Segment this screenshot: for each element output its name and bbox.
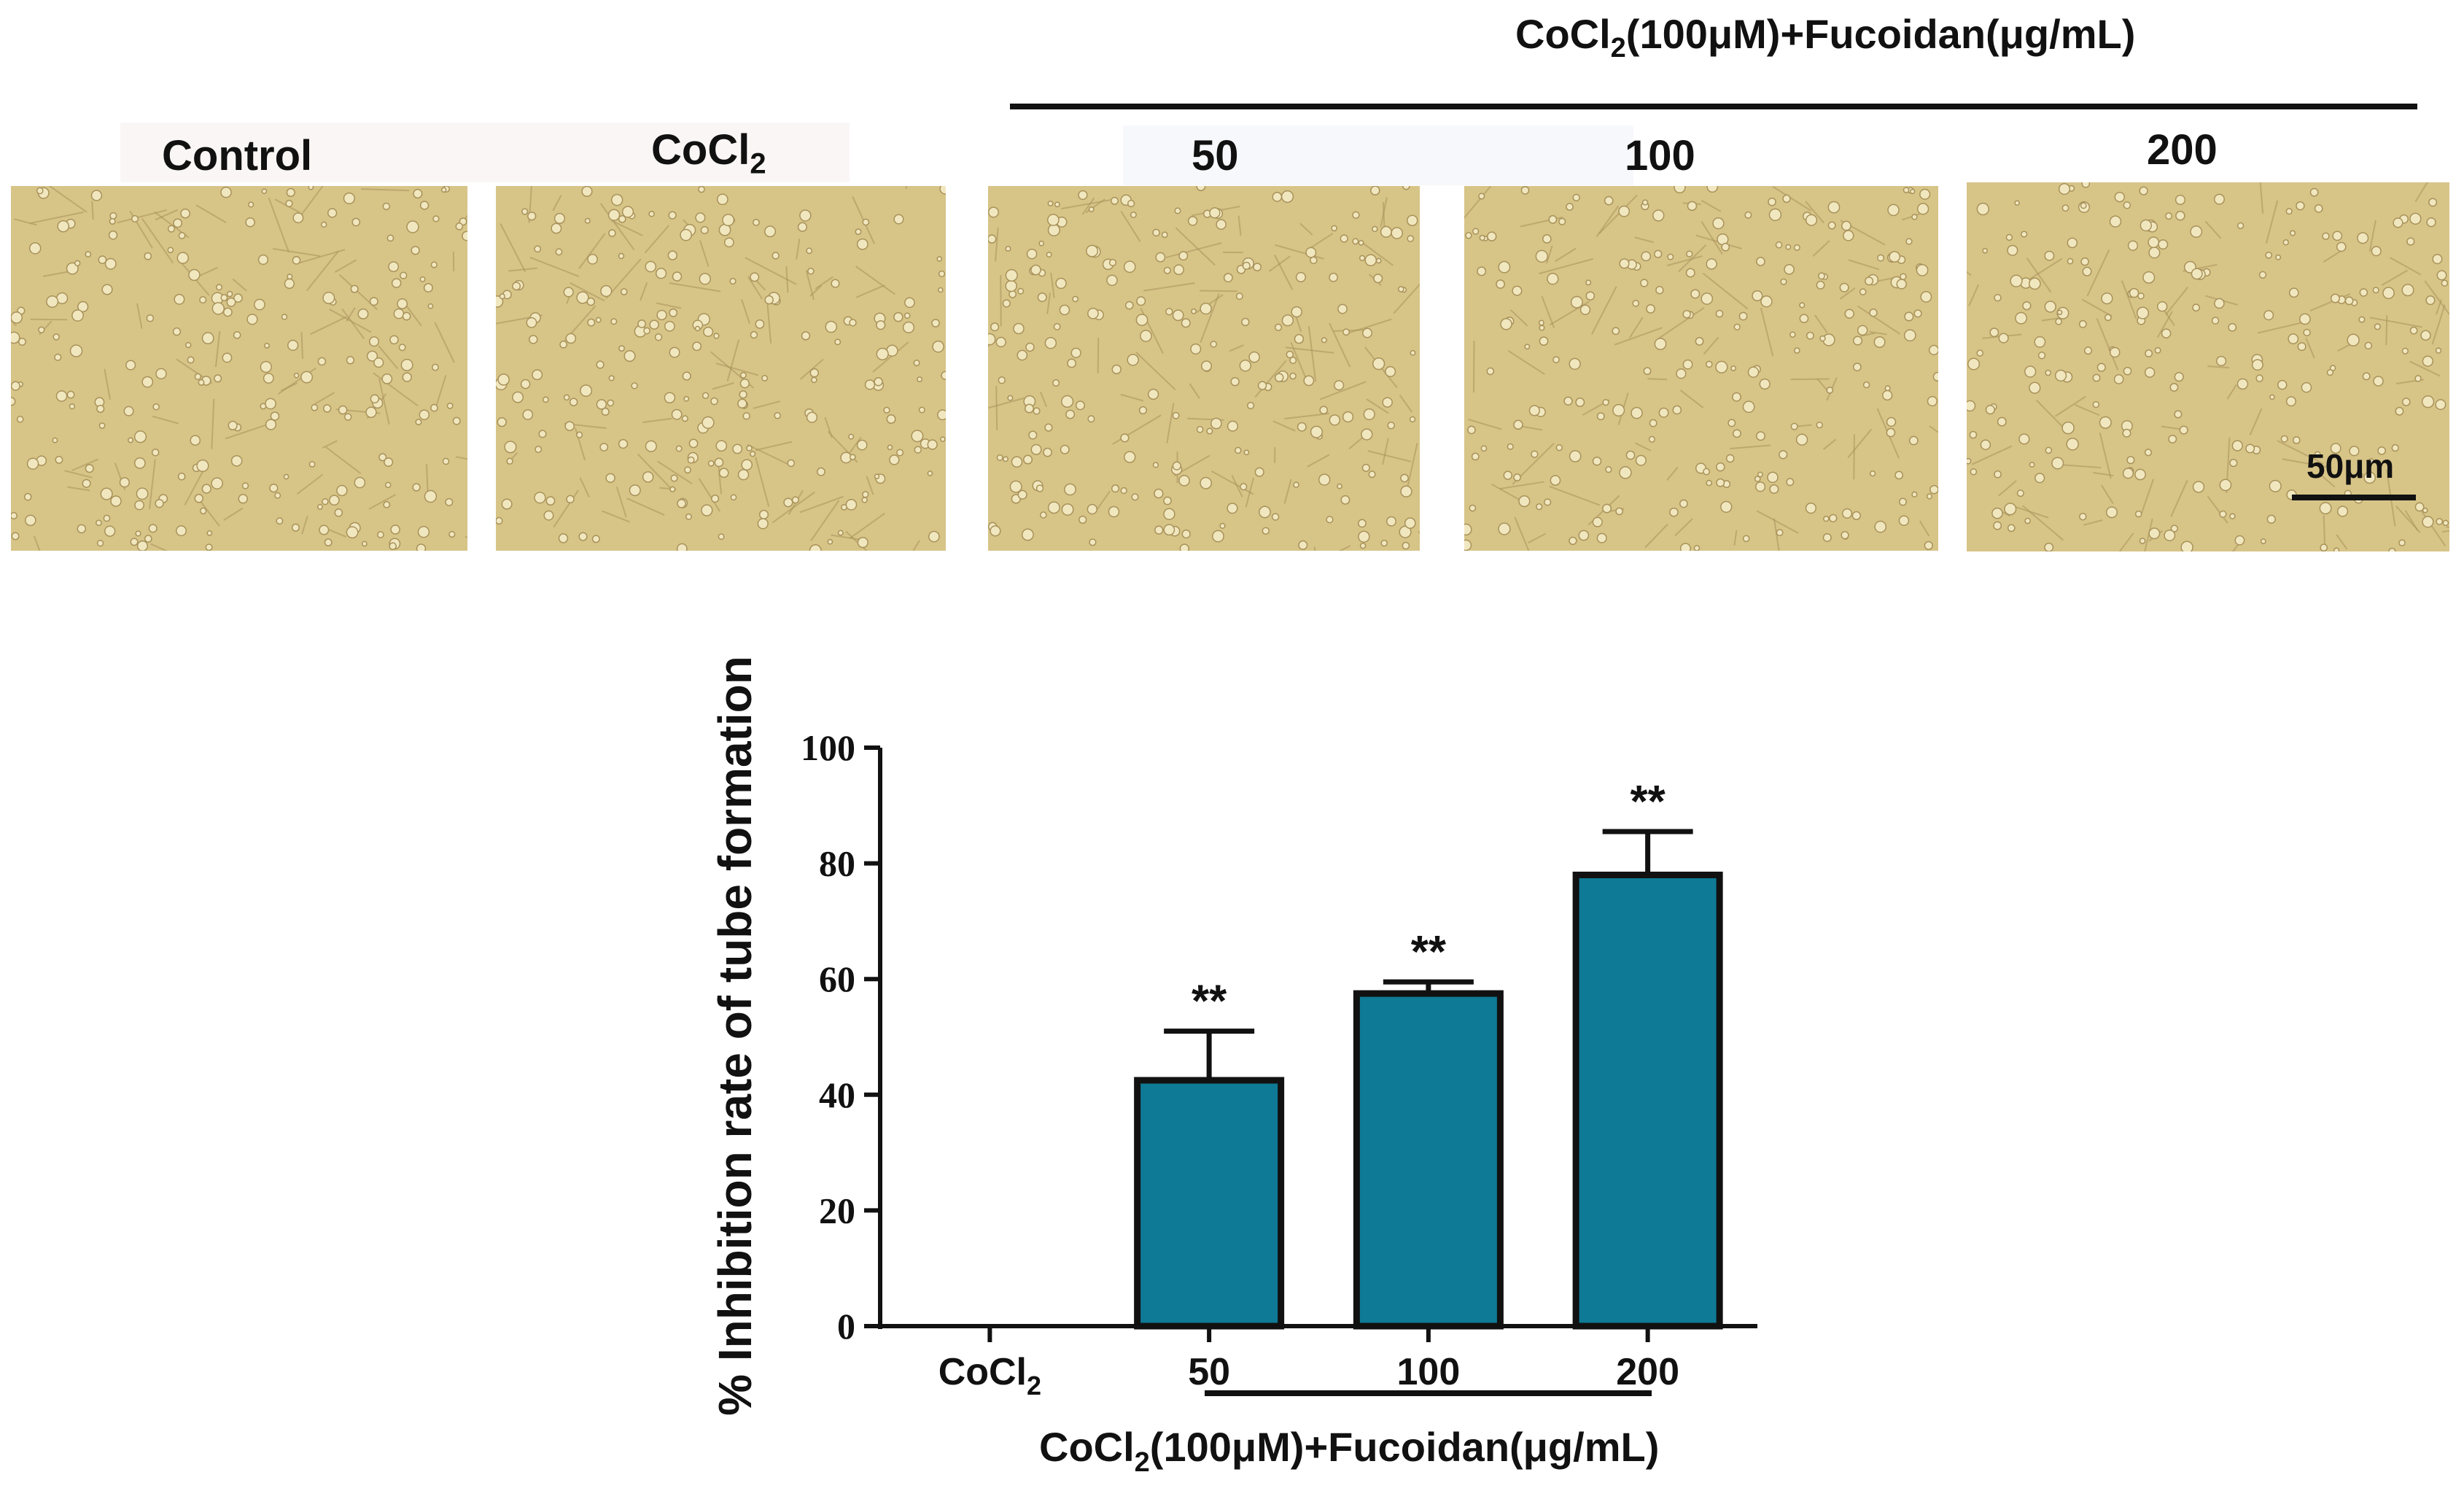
x-tick-label: 100 [1396, 1351, 1460, 1393]
panel-label-cocl2: CoCl2 [651, 126, 766, 180]
micrograph-fucoidan-100 [1464, 186, 1938, 551]
y-axis-title: % Inhibition rate of tube formation [709, 656, 761, 1416]
significance-marker: ** [1411, 927, 1447, 977]
scale-bar [2292, 495, 2416, 500]
x-tick-label: CoCl2 [938, 1351, 1041, 1401]
y-tick-label: 100 [801, 727, 855, 768]
header-band-mid [1123, 125, 1633, 185]
micrograph-fucoidan-50 [988, 186, 1420, 551]
micrograph-fucoidan-200 [1967, 182, 2449, 551]
y-tick-label: 20 [819, 1190, 855, 1231]
panel-label-100: 100 [1625, 132, 1695, 179]
x-group-label: CoCl2(100μM)+Fucoidan(μg/mL) [1039, 1424, 1659, 1478]
x-tick-label: 200 [1616, 1351, 1679, 1393]
panel-label-200: 200 [2147, 126, 2218, 174]
y-tick-label: 60 [819, 958, 855, 999]
micrograph-control [11, 186, 467, 551]
y-tick-label: 80 [819, 843, 855, 884]
header-band-left [120, 123, 850, 182]
bar [1134, 1077, 1285, 1330]
significance-marker: ** [1192, 977, 1227, 1027]
panel-label-50: 50 [1192, 132, 1239, 179]
bar [1353, 990, 1504, 1330]
top-group-label: CoCl2(100μM)+Fucoidan(μg/mL) [1515, 11, 2136, 64]
bar [1572, 871, 1723, 1330]
panel-label-control: Control [162, 132, 313, 179]
x-tick-label: 50 [1188, 1351, 1230, 1393]
significance-marker: ** [1630, 777, 1666, 827]
top-group-line [1010, 104, 2417, 109]
y-tick-label: 0 [837, 1306, 855, 1347]
micrograph-cocl2 [496, 186, 946, 551]
y-tick-label: 40 [819, 1074, 855, 1115]
scale-bar-label: 50μm [2306, 447, 2395, 485]
